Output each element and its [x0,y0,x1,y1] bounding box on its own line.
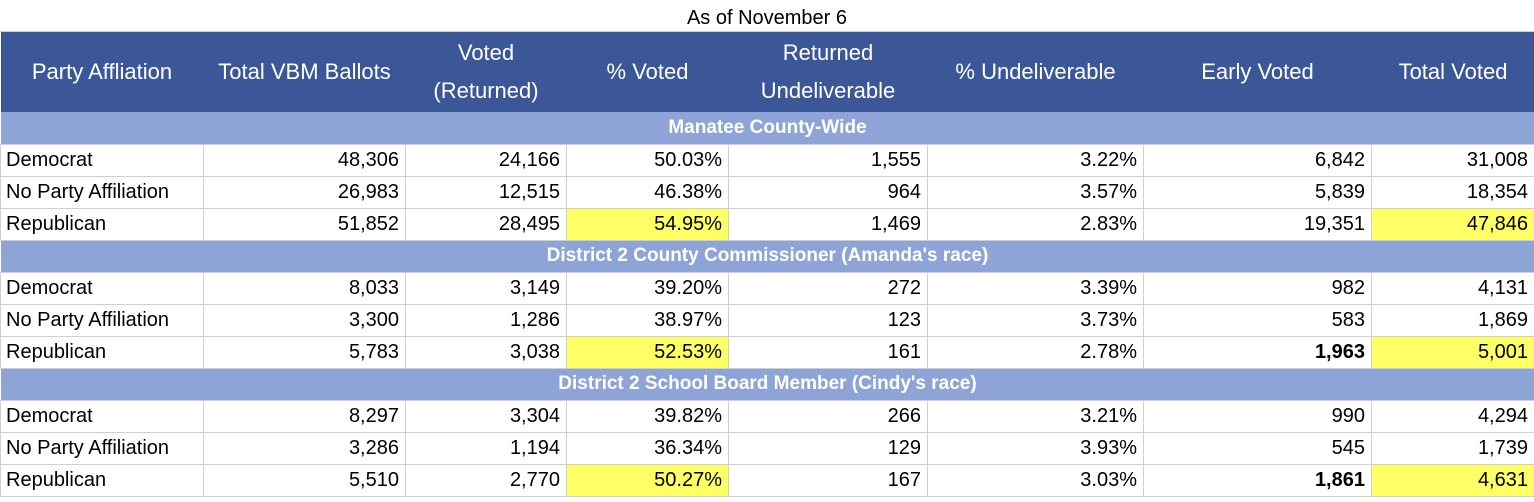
header-total-vbm-ballots: Total VBM Ballots [203,32,406,112]
pct-undeliverable-cell: 2.83% [927,207,1144,241]
pct-undeliverable-cell: 3.57% [927,175,1144,209]
section-header-row: Manatee County-Wide [0,112,1534,144]
header-early-voted: Early Voted [1143,32,1372,112]
early-voted-cell: 545 [1143,431,1372,465]
pct-undeliverable-cell: 3.21% [927,399,1144,433]
pct-undeliverable-cell: 3.03% [927,463,1144,497]
early-voted-cell: 990 [1143,399,1372,433]
voted-cell: 1,286 [405,303,567,337]
early-voted-cell: 5,839 [1143,175,1372,209]
table-row: Democrat 48,306 24,166 50.03% 1,555 3.22… [0,143,1534,177]
undeliverable-cell: 1,469 [728,207,928,241]
undeliverable-cell: 1,555 [728,143,928,177]
undeliverable-cell: 123 [728,303,928,337]
pct-voted-cell: 38.97% [566,303,729,337]
undeliverable-cell: 129 [728,431,928,465]
total-voted-cell: 18,354 [1371,175,1534,209]
total-voted-cell: 5,001 [1371,335,1534,369]
total-vbm-cell: 26,983 [203,175,406,209]
early-voted-cell: 583 [1143,303,1372,337]
table-row: Democrat 8,297 3,304 39.82% 266 3.21% 99… [0,399,1534,433]
header-party-affiliation: Party Affliation [0,32,204,112]
header-pct-undeliverable: % Undeliverable [927,32,1144,112]
pct-voted-cell: 52.53% [566,335,729,369]
header-total-voted: Total Voted [1371,32,1534,112]
voted-cell: 3,149 [405,271,567,305]
party-cell: No Party Affiliation [0,303,204,337]
pct-voted-cell: 46.38% [566,175,729,209]
party-cell: Democrat [0,271,204,305]
total-voted-cell: 31,008 [1371,143,1534,177]
section-title: Manatee County-Wide [0,112,1534,144]
table-row: No Party Affiliation 3,286 1,194 36.34% … [0,431,1534,465]
pct-voted-cell: 50.03% [566,143,729,177]
table-row: Republican 5,783 3,038 52.53% 161 2.78% … [0,335,1534,369]
section-title: District 2 School Board Member (Cindy's … [0,368,1534,400]
section-header-row: District 2 County Commissioner (Amanda's… [0,240,1534,272]
table-caption: As of November 6 [0,0,1534,32]
party-cell: No Party Affiliation [0,431,204,465]
party-cell: Republican [0,335,204,369]
total-vbm-cell: 8,297 [203,399,406,433]
voted-cell: 24,166 [405,143,567,177]
table-row: Republican 51,852 28,495 54.95% 1,469 2.… [0,207,1534,241]
pct-voted-cell: 36.34% [566,431,729,465]
party-cell: Republican [0,207,204,241]
header-returned-undeliverable: Returned Undeliverable [728,32,928,112]
pct-voted-cell: 39.20% [566,271,729,305]
early-voted-cell: 19,351 [1143,207,1372,241]
early-voted-cell: 1,861 [1143,463,1372,497]
pct-voted-cell: 50.27% [566,463,729,497]
total-voted-cell: 1,869 [1371,303,1534,337]
section-header-row: District 2 School Board Member (Cindy's … [0,368,1534,400]
total-voted-cell: 47,846 [1371,207,1534,241]
header-row: Party Affliation Total VBM Ballots Voted… [0,32,1534,112]
undeliverable-cell: 161 [728,335,928,369]
section-title: District 2 County Commissioner (Amanda's… [0,240,1534,272]
early-voted-cell: 6,842 [1143,143,1372,177]
total-voted-cell: 4,631 [1371,463,1534,497]
pct-voted-cell: 39.82% [566,399,729,433]
total-vbm-cell: 8,033 [203,271,406,305]
party-cell: Democrat [0,399,204,433]
total-vbm-cell: 3,286 [203,431,406,465]
pct-undeliverable-cell: 2.78% [927,335,1144,369]
pct-voted-cell: 54.95% [566,207,729,241]
voted-cell: 1,194 [405,431,567,465]
header-voted-returned: Voted (Returned) [405,32,567,112]
header-pct-voted: % Voted [566,32,729,112]
voted-cell: 3,304 [405,399,567,433]
pct-undeliverable-cell: 3.39% [927,271,1144,305]
voted-cell: 12,515 [405,175,567,209]
party-cell: Republican [0,463,204,497]
total-vbm-cell: 51,852 [203,207,406,241]
early-voted-cell: 1,963 [1143,335,1372,369]
undeliverable-cell: 167 [728,463,928,497]
undeliverable-cell: 272 [728,271,928,305]
vbm-table: Party Affliation Total VBM Ballots Voted… [0,32,1534,497]
total-voted-cell: 1,739 [1371,431,1534,465]
total-voted-cell: 4,131 [1371,271,1534,305]
voted-cell: 2,770 [405,463,567,497]
pct-undeliverable-cell: 3.93% [927,431,1144,465]
total-vbm-cell: 5,510 [203,463,406,497]
total-vbm-cell: 5,783 [203,335,406,369]
total-vbm-cell: 3,300 [203,303,406,337]
total-voted-cell: 4,294 [1371,399,1534,433]
undeliverable-cell: 964 [728,175,928,209]
table-row: Democrat 8,033 3,149 39.20% 272 3.39% 98… [0,271,1534,305]
undeliverable-cell: 266 [728,399,928,433]
party-cell: Democrat [0,143,204,177]
early-voted-cell: 982 [1143,271,1372,305]
party-cell: No Party Affiliation [0,175,204,209]
voted-cell: 28,495 [405,207,567,241]
total-vbm-cell: 48,306 [203,143,406,177]
table-row: Republican 5,510 2,770 50.27% 167 3.03% … [0,463,1534,497]
pct-undeliverable-cell: 3.22% [927,143,1144,177]
table-row: No Party Affiliation 3,300 1,286 38.97% … [0,303,1534,337]
table-row: No Party Affiliation 26,983 12,515 46.38… [0,175,1534,209]
pct-undeliverable-cell: 3.73% [927,303,1144,337]
voted-cell: 3,038 [405,335,567,369]
